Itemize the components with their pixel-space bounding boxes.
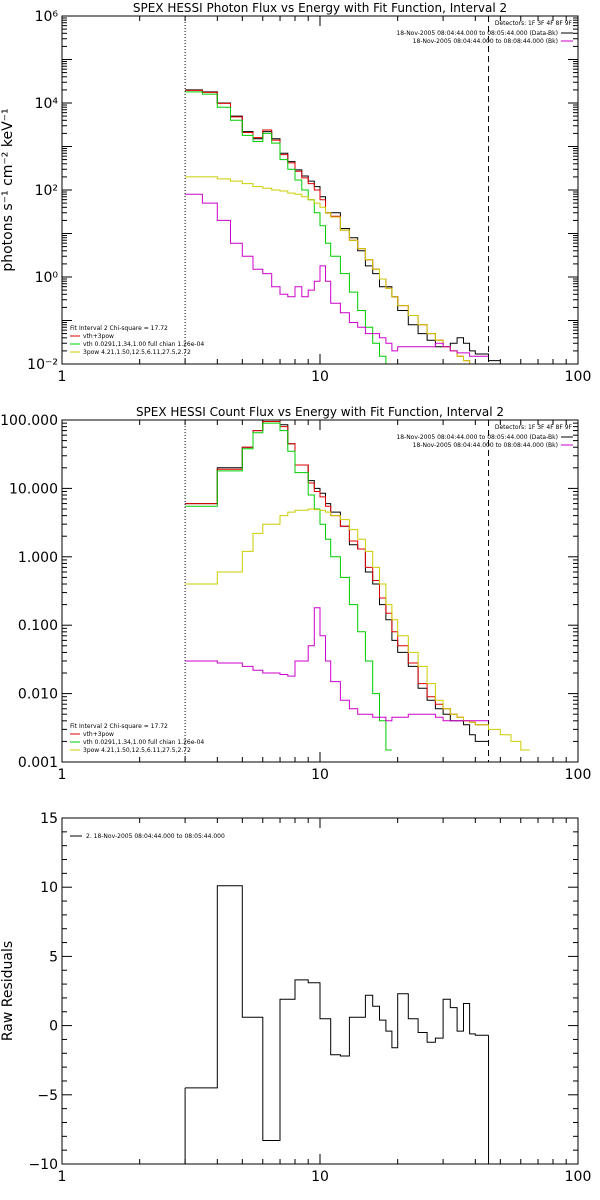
chart1-ylabel: photons s⁻¹ cm⁻² keV⁻¹: [0, 108, 16, 271]
chart3-ytick-label: 0: [49, 1019, 58, 1035]
chart1-series-group: [185, 89, 501, 364]
chart2-ytick-label: 10.000: [9, 481, 58, 497]
chart3-ytick-label: −10: [28, 1157, 58, 1173]
chart1-legend-right-label: 18-Nov-2005 08:04:44.000 to 08:08:44.000…: [413, 38, 558, 45]
chart2-series-data-bk: [185, 420, 489, 742]
chart1-ytick-label: 10²: [35, 183, 58, 199]
chart2-series-bk: [185, 607, 489, 722]
chart1-series-bk: [185, 193, 489, 357]
chart2-legend-right-label: 18-Nov-2005 08:04:44.000 to 08:08:44.000…: [413, 442, 558, 449]
chart2-detectors: Detectors: 1F 3F 4F 8F 9F: [495, 424, 573, 431]
chart2: SPEX HESSI Count Flux vs Energy with Fit…: [0, 405, 591, 783]
chart1-series-vth-3pow: [185, 89, 476, 364]
chart2-xtick-label: 100: [565, 767, 592, 783]
chart1-ytick-label: 10⁶: [35, 9, 59, 25]
chart1-ytick-label: 10⁻²: [27, 357, 58, 373]
chart1-legend-left-label: vth+3pow: [83, 333, 114, 340]
chart3-ytick-label: −5: [37, 1088, 58, 1104]
chart2-legend-left-label: vth 0.0291,1.34,1.00 full chian 1.26e-04: [83, 739, 204, 746]
chart2-legend-left-label: vth+3pow: [83, 731, 114, 738]
chart1: SPEX HESSI Photon Flux vs Energy with Fi…: [0, 1, 592, 385]
chart1-series-3pow: [185, 176, 476, 364]
chart2-ytick-label: 0.001: [18, 755, 58, 771]
chart1-legend-right-label: 18-Nov-2005 08:04:44.000 to 08:05:44.000…: [396, 30, 558, 37]
chart3-legend-left-label: 2. 18-Nov-2005 08:04:44.000 to 08:05:44.…: [86, 833, 225, 840]
chart3-xtick-label: 1: [58, 1169, 67, 1185]
chart1-frame: [61, 15, 579, 365]
chart1-ytick-label: 10⁰: [35, 270, 59, 286]
chart2-frame: [61, 419, 579, 763]
chart2-legend-right-label: 18-Nov-2005 08:04:44.000 to 08:05:44.000…: [396, 434, 558, 441]
chart1-detectors: Detectors: 1F 3F 4F 8F 9F: [495, 20, 573, 27]
chart1-xtick-label: 100: [565, 369, 592, 385]
chart2-ytick-label: 1.000: [18, 550, 58, 566]
chart3-series-residuals: [185, 885, 489, 1141]
chart3-ytick-label: 5: [49, 949, 58, 965]
chart1-legend-left-label: 3pow 4.21,1.50,12.5,6.11,27.5,2.72: [83, 349, 191, 356]
chart3-ytick-label: 10: [40, 880, 58, 896]
chart1-xtick-label: 10: [311, 369, 329, 385]
chart2-title: SPEX HESSI Count Flux vs Energy with Fit…: [136, 405, 504, 419]
chart2-xtick-label: 10: [311, 767, 329, 783]
chart1-ytick-label: 10⁴: [35, 96, 59, 112]
chart1-legend-left-label: vth 0.0291,1.34,1.00 full chian 1.26e-04: [83, 341, 204, 348]
chart1-fit-info: Fit Interval 2 Chi-square = 17.72: [70, 325, 168, 332]
chart3-ytick-label: 15: [40, 811, 58, 827]
chart2-ytick-label: 100.000: [0, 413, 58, 429]
chart3-xtick-label: 100: [565, 1169, 592, 1185]
chart2-series-group: [185, 420, 530, 751]
chart1-series-data-bk: [185, 89, 501, 362]
chart3-xtick-label: 10: [311, 1169, 329, 1185]
chart1-series-vth: [185, 91, 387, 364]
chart2-legend-left-label: 3pow 4.21,1.50,12.5,6.11,27.5,2.72: [83, 747, 191, 754]
chart3-ylabel: Raw Residuals: [0, 941, 16, 1041]
chart2-ytick-label: 0.100: [18, 618, 58, 634]
chart2-ytick-label: 0.010: [18, 687, 58, 703]
chart2-fit-info: Fit Interval 2 Chi-square = 17.72: [70, 723, 168, 730]
chart3: Raw Residuals 1 10 100 −10 −5 0 5 10 15 2. 18-Nov-…: [0, 811, 591, 1185]
chart1-title: SPEX HESSI Photon Flux vs Energy with Fi…: [133, 1, 507, 15]
chart3-frame: [61, 817, 579, 1165]
chart2-series-vth-3pow: [185, 421, 489, 726]
chart2-xtick-label: 1: [58, 767, 67, 783]
chart3-series-group: [184, 885, 490, 1164]
chart1-xtick-label: 1: [58, 369, 67, 385]
chart2-series-vth: [185, 422, 392, 751]
